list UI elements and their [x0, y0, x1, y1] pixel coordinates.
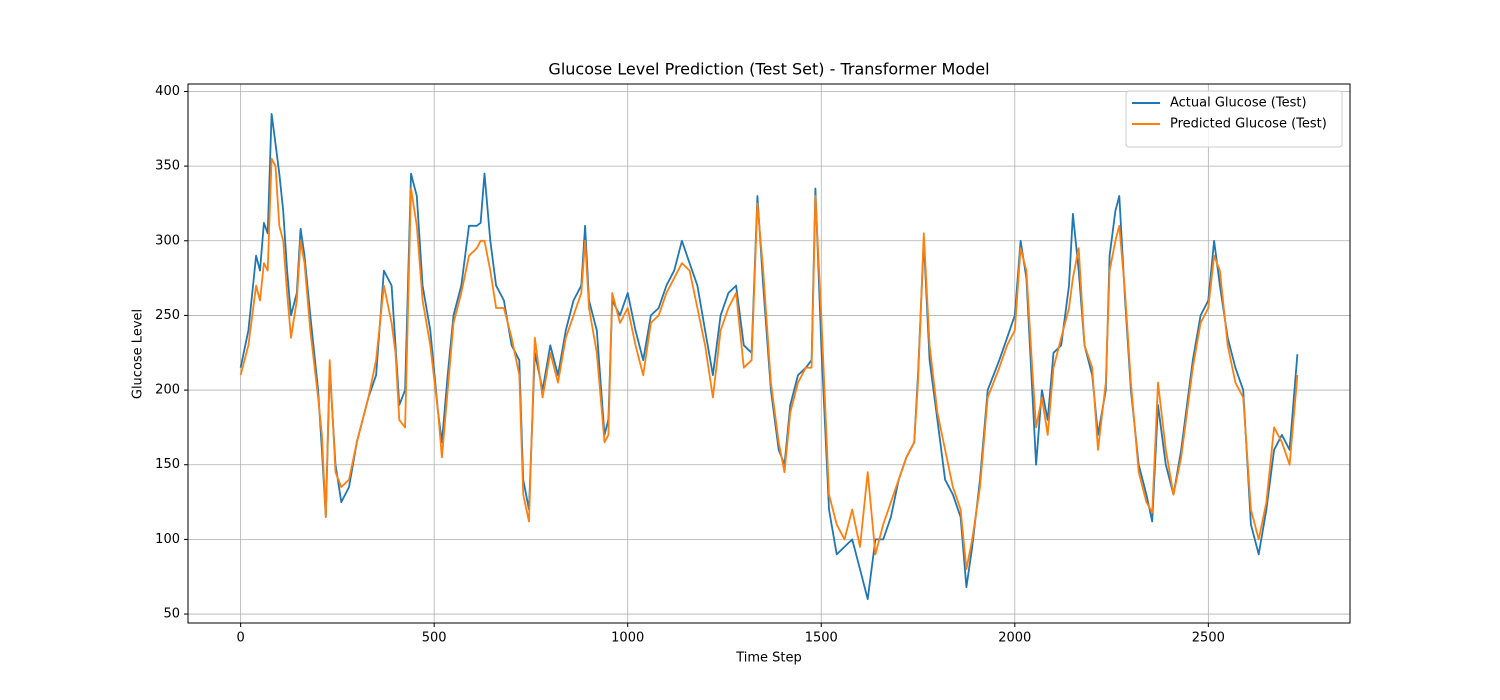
y-tick-label: 250: [155, 308, 180, 323]
y-tick-label: 400: [155, 84, 180, 99]
x-tick-label: 1500: [805, 631, 838, 646]
y-tick-label: 350: [155, 159, 180, 174]
legend-box: [1125, 90, 1343, 148]
legend-label: Predicted Glucose (Test): [1170, 117, 1327, 132]
x-tick-label: 2500: [1192, 631, 1225, 646]
y-tick-label: 100: [155, 532, 180, 547]
x-tick-label: 2000: [998, 631, 1031, 646]
x-tick-label: 1000: [611, 631, 644, 646]
series-line: [239, 157, 1299, 571]
y-tick-label: 150: [155, 457, 180, 472]
y-tick-label: 200: [155, 383, 180, 398]
x-tick-label: 500: [422, 631, 447, 646]
chart-title: Glucose Level Prediction (Test Set) - Tr…: [548, 60, 989, 79]
legend-label: Actual Glucose (Test): [1170, 96, 1307, 111]
y-tick-label: 50: [163, 607, 180, 622]
x-tick-label: 0: [237, 631, 245, 646]
y-axis-label: Glucose Level: [131, 309, 146, 399]
x-axis-label: Time Step: [735, 651, 802, 666]
y-tick-label: 300: [155, 233, 180, 248]
plot-frame: [187, 83, 1351, 624]
